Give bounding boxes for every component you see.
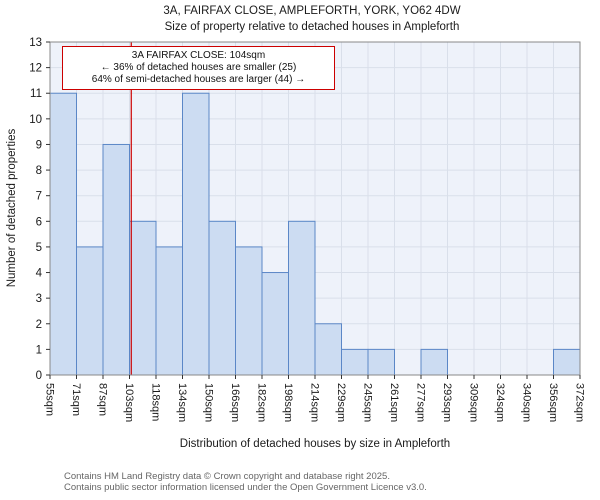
bar-134sqm (182, 92, 210, 376)
annotation-property-size: 3A FAIRFAX CLOSE: 104sqm (131, 50, 266, 61)
svg-text:229sqm: 229sqm (335, 383, 347, 422)
bar-118sqm (155, 246, 183, 376)
svg-text:214sqm: 214sqm (309, 383, 321, 422)
svg-text:9: 9 (36, 139, 42, 151)
bar-356sqm (553, 348, 581, 376)
annotation-larger-stat: 64% of semi-detached houses are larger (… (91, 74, 306, 85)
svg-text:182sqm: 182sqm (256, 383, 268, 422)
footer-copyright-line: Contains HM Land Registry data © Crown c… (64, 471, 390, 482)
bar-71sqm (76, 246, 104, 376)
svg-text:6: 6 (36, 216, 42, 228)
svg-text:309sqm: 309sqm (468, 383, 480, 422)
svg-text:55sqm: 55sqm (44, 383, 56, 416)
svg-text:10: 10 (29, 114, 42, 126)
bar-87sqm (102, 143, 130, 376)
bar-277sqm (420, 348, 448, 376)
svg-text:261sqm: 261sqm (388, 383, 400, 422)
svg-text:198sqm: 198sqm (282, 383, 294, 422)
svg-text:13: 13 (29, 37, 42, 49)
bar-245sqm (367, 348, 395, 376)
svg-text:245sqm: 245sqm (362, 383, 374, 422)
x-tick-labels: 55sqm 71sqm 87sqm 103sqm 118sqm 134sqm 150sqm 1… (44, 375, 586, 422)
bar-166sqm (235, 246, 263, 376)
svg-text:134sqm: 134sqm (176, 383, 188, 422)
svg-text:324sqm: 324sqm (494, 383, 506, 422)
svg-text:8: 8 (36, 165, 42, 177)
bar-214sqm (314, 323, 342, 376)
svg-text:372sqm: 372sqm (574, 383, 586, 422)
footer-licence-line: Contains public sector information licen… (64, 482, 427, 493)
svg-text:7: 7 (36, 191, 42, 203)
svg-text:87sqm: 87sqm (97, 383, 109, 416)
svg-text:5: 5 (36, 242, 42, 254)
svg-text:11: 11 (30, 88, 42, 100)
svg-text:1: 1 (36, 344, 42, 356)
footer: Contains HM Land Registry data © Crown c… (64, 471, 427, 493)
svg-text:103sqm: 103sqm (123, 383, 135, 422)
page-title: 3A, FAIRFAX CLOSE, AMPLEFORTH, YORK, YO6… (163, 5, 461, 17)
bar-103sqm (129, 220, 157, 376)
svg-text:150sqm: 150sqm (203, 383, 215, 422)
bars (49, 92, 581, 376)
svg-text:293sqm: 293sqm (441, 383, 453, 422)
svg-text:12: 12 (29, 63, 42, 75)
page-subtitle: Size of property relative to detached ho… (164, 21, 460, 33)
bar-182sqm (261, 272, 289, 376)
svg-text:166sqm: 166sqm (229, 383, 241, 422)
annotation-smaller-stat: ← 36% of detached houses are smaller (25… (100, 62, 297, 73)
svg-text:340sqm: 340sqm (521, 383, 533, 422)
svg-text:71sqm: 71sqm (70, 383, 82, 416)
x-axis-label: Distribution of detached houses by size … (179, 438, 451, 450)
bar-150sqm (208, 220, 236, 376)
svg-text:4: 4 (36, 268, 43, 280)
svg-text:2: 2 (36, 319, 42, 331)
svg-text:356sqm: 356sqm (547, 383, 559, 422)
y-axis-label: Number of detached properties (6, 128, 18, 288)
svg-text:277sqm: 277sqm (415, 383, 427, 422)
svg-text:118sqm: 118sqm (150, 383, 162, 421)
bar-198sqm (288, 220, 316, 376)
svg-text:0: 0 (36, 370, 42, 382)
bar-229sqm (341, 348, 369, 376)
svg-text:3: 3 (36, 293, 42, 305)
bar-55sqm (49, 92, 77, 376)
annotation-box: 3A FAIRFAX CLOSE: 104sqm ← 36% of detach… (62, 46, 335, 90)
